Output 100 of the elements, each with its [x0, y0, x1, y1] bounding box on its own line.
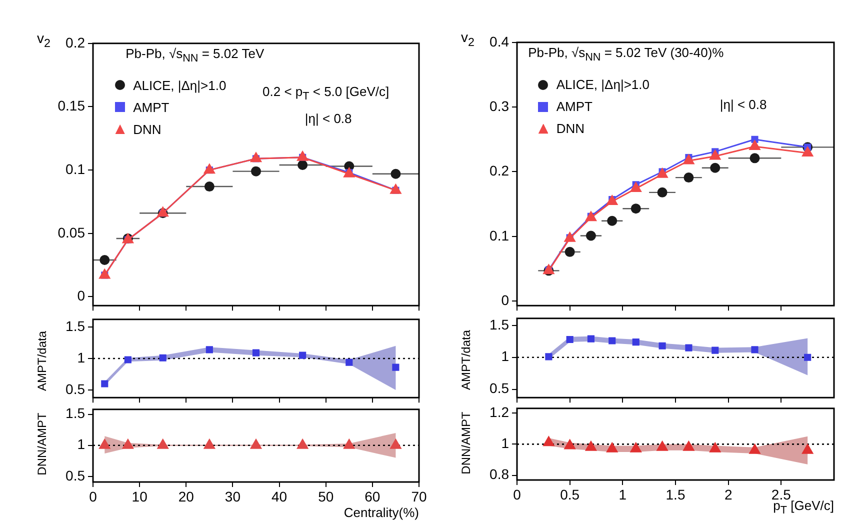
- point: [748, 140, 761, 150]
- legend-label: ALICE, |Δη|>1.0: [133, 78, 226, 93]
- point: [608, 337, 616, 344]
- y-tick-label: 0.5: [66, 380, 86, 397]
- y-tick-label: 1: [501, 348, 510, 364]
- point: [392, 364, 400, 371]
- x-tick-label: 60: [364, 488, 380, 504]
- point: [390, 168, 401, 179]
- point: [656, 440, 668, 451]
- y-tick-label: 0.15: [58, 98, 86, 114]
- legend-label: DNN: [133, 122, 162, 137]
- y-tick-label: 1.2: [490, 404, 510, 420]
- y-tick-label: 1.5: [490, 316, 510, 332]
- annotation: Pb-Pb, √s$_{NN}$ = 5.02 TeV: [126, 46, 264, 64]
- x-tick-label: 70: [411, 488, 427, 504]
- point: [206, 346, 213, 354]
- point: [751, 346, 758, 354]
- point: [564, 246, 575, 257]
- y-axis-title: AMPT/data: [459, 330, 473, 390]
- point: [630, 182, 642, 192]
- x-tick-label: 40: [271, 488, 288, 504]
- x-tick-label: 2.5: [771, 486, 792, 502]
- annotation: 0.2 < p$_{T}$ < 5.0 [GeV/c]: [262, 84, 390, 102]
- point: [748, 443, 761, 454]
- point: [203, 163, 216, 174]
- point: [566, 336, 574, 344]
- y-tick-label: 0.1: [66, 160, 86, 177]
- point: [564, 438, 576, 450]
- y-axis-title: DNN/AMPT: [35, 412, 49, 476]
- point: [101, 380, 108, 388]
- point: [390, 183, 402, 194]
- point: [685, 344, 692, 352]
- point: [564, 231, 576, 242]
- x-tick-label: 1.5: [666, 486, 686, 502]
- point: [584, 440, 598, 451]
- annotation: Pb-Pb, √s$_{NN}$ = 5.02 TeV (30-40)%: [528, 44, 724, 64]
- point: [296, 150, 309, 161]
- x-tick-label: 20: [178, 488, 194, 504]
- legend-label: AMPT: [133, 100, 170, 115]
- y-tick-label: 0.2: [66, 34, 86, 50]
- x-tick-label: 10: [132, 488, 148, 504]
- x-tick-label: 0: [513, 486, 522, 502]
- point: [630, 204, 641, 214]
- annotation: |η| < 0.8: [720, 96, 767, 112]
- point: [587, 335, 594, 342]
- point: [251, 166, 261, 176]
- y-tick-label: 0.1: [490, 227, 510, 244]
- x-tick-label: 1: [618, 486, 627, 502]
- y-tick-label: 0: [501, 292, 510, 308]
- y-tick-label: 0.8: [490, 466, 510, 482]
- x-tick-label: 0.5: [560, 486, 580, 502]
- point: [632, 338, 640, 346]
- point: [709, 442, 722, 452]
- x-tick-label: 30: [224, 488, 241, 504]
- point: [658, 342, 666, 350]
- point: [545, 353, 552, 360]
- y-axis-title: AMPT/data: [35, 330, 49, 391]
- y-tick-label: 0: [77, 288, 86, 304]
- y-axis-title: v$_{2}$: [37, 30, 50, 50]
- annotation: |η| < 0.8: [304, 111, 352, 126]
- y-tick-label: 1.5: [66, 405, 86, 422]
- y-tick-label: 0.05: [58, 224, 86, 240]
- point: [159, 354, 166, 362]
- y-axis-title: DNN/AMPT: [459, 411, 473, 474]
- y-tick-label: 0.3: [490, 98, 510, 114]
- x-tick-label: 0: [89, 488, 98, 504]
- point: [204, 182, 214, 192]
- point: [710, 162, 720, 173]
- point: [124, 356, 132, 364]
- y-tick-label: 0.5: [66, 467, 86, 484]
- point: [712, 346, 719, 354]
- point: [586, 230, 596, 241]
- point: [298, 160, 308, 170]
- x-tick-label: 50: [318, 488, 334, 504]
- point: [750, 153, 760, 164]
- point: [802, 443, 814, 454]
- y-tick-label: 0.2: [490, 162, 510, 179]
- x-axis-title: Centrality(%): [344, 505, 419, 520]
- point: [684, 172, 694, 183]
- point: [252, 349, 260, 356]
- y-tick-label: 1: [77, 349, 86, 366]
- legend-label: ALICE, |Δη|>1.0: [556, 77, 650, 92]
- point: [250, 152, 262, 162]
- y-axis-title: v$_{2}$: [461, 29, 474, 49]
- point: [299, 352, 306, 359]
- legend-label: DNN: [556, 121, 585, 136]
- y-tick-label: 1: [77, 436, 86, 452]
- point: [682, 440, 695, 451]
- point: [606, 442, 618, 452]
- point: [542, 436, 555, 446]
- point: [343, 166, 356, 178]
- point: [630, 442, 642, 452]
- point: [100, 255, 110, 265]
- y-tick-label: 0.5: [490, 380, 510, 396]
- point: [98, 268, 111, 279]
- x-tick-label: 2: [724, 486, 732, 502]
- point: [346, 358, 353, 366]
- y-tick-label: 0.4: [490, 33, 510, 50]
- point: [804, 354, 812, 361]
- legend-label: AMPT: [556, 99, 592, 114]
